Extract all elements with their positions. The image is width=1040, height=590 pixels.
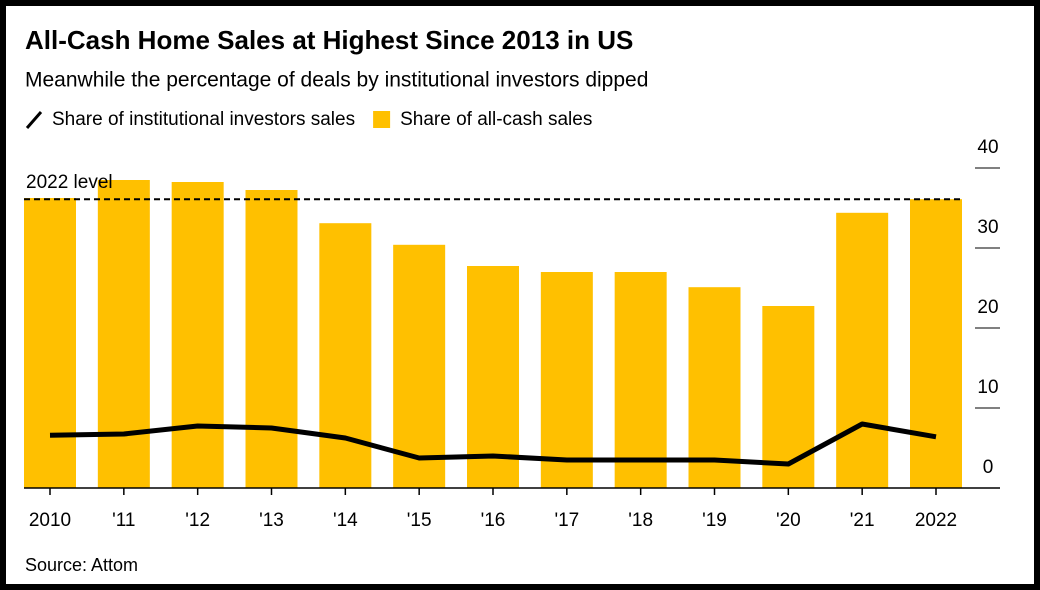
y-tick-label: 0 [983, 457, 994, 478]
x-tick-label: '11 [112, 510, 135, 531]
bar [688, 287, 741, 488]
bar [836, 212, 889, 489]
x-tick-label: '13 [259, 510, 284, 531]
x-tick-label: '14 [333, 510, 358, 531]
chart-subtitle: Meanwhile the percentage of deals by ins… [25, 69, 648, 92]
bar [910, 199, 962, 488]
bar [614, 272, 667, 488]
x-tick-label: '19 [702, 510, 727, 531]
bar [540, 272, 593, 488]
bar [319, 223, 372, 488]
source: Source: Attom [25, 555, 138, 575]
bar [467, 266, 519, 488]
x-tick-label: '21 [850, 510, 875, 531]
x-tick-label: '17 [554, 510, 579, 531]
x-tick-label: '20 [776, 510, 801, 531]
y-tick-label: 30 [977, 217, 998, 238]
chart-title: All-Cash Home Sales at Highest Since 201… [25, 25, 633, 55]
legend-label: Share of all-cash sales [400, 109, 592, 130]
line [49, 421, 937, 467]
x-tick-label: '16 [481, 510, 506, 531]
y-tick-label: 20 [977, 297, 998, 318]
bar [393, 244, 446, 488]
x-tick-label: '15 [407, 510, 432, 531]
y-tick-label: 10 [977, 377, 998, 398]
x-tick-label: 2010 [29, 510, 71, 531]
x-tick-label: '18 [628, 510, 653, 531]
y-tick-label: 40 [977, 137, 998, 158]
x-tick-label: 2022 [915, 510, 957, 531]
legend-swatch [373, 111, 391, 128]
bar [171, 182, 224, 488]
legend-line-icon [25, 111, 43, 129]
x-tick-label: '12 [185, 510, 210, 531]
bar [24, 198, 76, 488]
bar [97, 180, 150, 488]
bar [762, 306, 815, 488]
bar [245, 190, 298, 488]
annotation-label: 2022 level [26, 172, 113, 193]
legend-label: Share of institutional investors sales [52, 109, 355, 130]
